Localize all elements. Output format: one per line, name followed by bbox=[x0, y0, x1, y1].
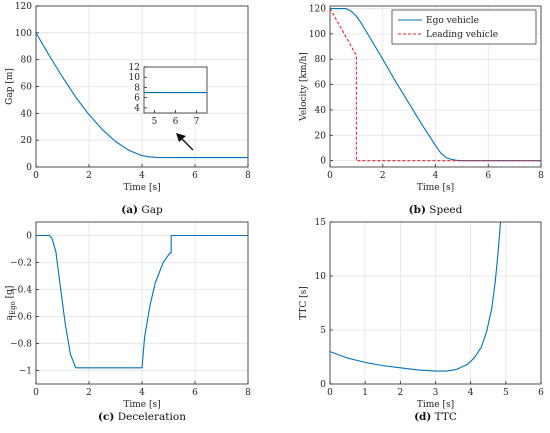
chart-deceleration-tick-label-y: −0.4 bbox=[10, 286, 32, 296]
chart-ttc-tick-label-x: 5 bbox=[503, 388, 509, 398]
chart-deceleration-group: 0 2 4 6 8 0 −0.2 −0.4 −0.6 −0.8 −1 Time [s] aEgo [g]… bbox=[5, 221, 251, 423]
chart-speed-caption-text: Speed bbox=[426, 204, 463, 216]
chart-speed-tick-label-y: 0 bbox=[320, 157, 326, 167]
chart-speed-series-line-leading-vehicle bbox=[330, 8, 541, 162]
chart-ttc-tick-label-x: 2 bbox=[397, 388, 403, 398]
chart-gap-caption-text: Gap bbox=[138, 204, 163, 216]
chart-gap-inset-tick-label-x: 7 bbox=[194, 117, 200, 127]
chart-ttc-tick-label-x: 0 bbox=[327, 388, 333, 398]
chart-gap-ylabel: Gap [m] bbox=[5, 68, 15, 105]
chart-speed-legend-label: Leading vehicle bbox=[426, 30, 498, 40]
chart-gap-arrow-head bbox=[176, 133, 186, 142]
chart-ttc-tick-label-x: 6 bbox=[538, 388, 544, 398]
chart-gap-tick-label-y: 100 bbox=[15, 29, 32, 39]
chart-deceleration-ylabel: aEgo [g] bbox=[5, 286, 17, 321]
chart-gap-inset-tick-label-y: 12 bbox=[129, 63, 140, 73]
chart-deceleration-ylabel-sub: Ego bbox=[9, 301, 17, 315]
chart-deceleration-tick-label-y: 0 bbox=[26, 232, 32, 242]
chart-deceleration-xlabel: Time [s] bbox=[123, 400, 160, 410]
chart-ttc-xlabel: Time [s] bbox=[417, 400, 454, 410]
chart-ttc-ylabel: TTC [s] bbox=[299, 286, 309, 320]
chart-gap-inset-tick-label-y: 10 bbox=[129, 73, 141, 83]
chart-speed-tick-label-x: 2 bbox=[380, 171, 386, 181]
chart-ttc-tick-label-x: 3 bbox=[433, 388, 439, 398]
chart-deceleration-tick-label-x: 6 bbox=[192, 388, 198, 398]
chart-gap-inset-arrow bbox=[176, 133, 194, 151]
chart-speed-tick-label-y: 120 bbox=[309, 5, 326, 15]
chart-ttc-tick-label-x: 1 bbox=[362, 388, 368, 398]
chart-gap-tick-label-y: 80 bbox=[21, 56, 33, 66]
chart-speed-tick-label-x: 6 bbox=[485, 171, 491, 181]
chart-ttc-tick-label-y: 0 bbox=[320, 380, 326, 390]
chart-speed-tick-label-x: 8 bbox=[538, 171, 544, 181]
chart-speed-tick-label-y: 60 bbox=[315, 81, 327, 91]
chart-deceleration-series-line-0 bbox=[36, 234, 248, 369]
chart-deceleration-caption: (c) Deceleration bbox=[98, 411, 186, 423]
chart-speed-tick-label-x: 0 bbox=[327, 171, 333, 181]
chart-gap-tick-label-y: 60 bbox=[21, 83, 33, 93]
chart-speed-ylabel: Velocity [km/h] bbox=[299, 52, 309, 122]
chart-gap-arrow-shaft bbox=[180, 137, 194, 151]
chart-ttc-caption-text: TTC bbox=[431, 411, 457, 423]
chart-gap-inset-tick-label-x: 6 bbox=[173, 117, 179, 127]
chart-gap-tick-label-y: 120 bbox=[15, 2, 32, 12]
chart-speed-tick-label-y: 100 bbox=[309, 30, 326, 40]
chart-ttc-caption-letter: (d) bbox=[414, 411, 431, 423]
chart-ttc-caption: (d) TTC bbox=[414, 411, 457, 423]
chart-ttc-tick-label-y: 10 bbox=[315, 272, 327, 282]
chart-deceleration-tick-label-y: −0.8 bbox=[10, 340, 32, 350]
chart-speed-tick-label-y: 80 bbox=[315, 55, 327, 65]
chart-ttc-tick-label-y: 15 bbox=[315, 218, 327, 228]
chart-speed-tick-label-y: 40 bbox=[315, 106, 327, 116]
chart-gap-tick-label-x: 2 bbox=[86, 171, 92, 181]
chart-deceleration-tick-label-x: 2 bbox=[86, 388, 92, 398]
chart-speed-series-line-ego-vehicle bbox=[330, 7, 541, 162]
chart-gap-tick-label-x: 4 bbox=[139, 171, 145, 181]
chart-ttc-group: 0 1 2 3 4 5 6 0 5 10 15 Time [s] TTC [s] (d) TTC bbox=[299, 218, 544, 423]
chart-deceleration-tick-label-y: −1 bbox=[19, 367, 32, 377]
chart-ttc-tick-label-y: 5 bbox=[320, 326, 326, 336]
chart-gap-tick-label-x: 8 bbox=[245, 171, 251, 181]
chart-gap-caption: (a) Gap bbox=[121, 204, 163, 216]
chart-gap-tick-label-y: 0 bbox=[26, 163, 32, 173]
chart-deceleration-tick-label-y: −0.6 bbox=[10, 313, 32, 323]
chart-deceleration-caption-letter: (c) bbox=[98, 411, 114, 423]
chart-ttc-tick-label-x: 4 bbox=[468, 388, 474, 398]
chart-gap-inset-plot-area bbox=[144, 67, 207, 113]
chart-deceleration-tick-label-y: −0.2 bbox=[10, 259, 32, 269]
chart-gap-series-line-0 bbox=[36, 32, 248, 159]
chart-deceleration-ylabel-main: a bbox=[5, 314, 15, 320]
chart-gap-inset-tick-label-y: 8 bbox=[134, 83, 140, 93]
chart-speed-legend: Ego vehicle Leading vehicle bbox=[391, 9, 537, 45]
chart-deceleration-tick-label-x: 0 bbox=[33, 388, 39, 398]
chart-ttc-series-line-0 bbox=[330, 222, 502, 372]
chart-gap-tick-label-x: 0 bbox=[33, 171, 39, 181]
chart-gap-inset-tick-label-x: 5 bbox=[152, 117, 158, 127]
chart-gap-inset-tick-label-y: 6 bbox=[134, 94, 140, 104]
chart-gap-caption-letter: (a) bbox=[121, 204, 138, 216]
chart-gap-tick-label-y: 40 bbox=[21, 109, 33, 119]
chart-speed-tick-label-x: 4 bbox=[433, 171, 439, 181]
chart-speed-legend-box bbox=[391, 9, 537, 45]
chart-deceleration-ylabel-unit: [g] bbox=[5, 286, 15, 302]
chart-speed-caption: (b) Speed bbox=[409, 204, 463, 216]
chart-speed-xlabel: Time [s] bbox=[417, 183, 454, 193]
chart-gap-xlabel: Time [s] bbox=[123, 183, 160, 193]
chart-deceleration-caption-text: Deceleration bbox=[114, 411, 186, 423]
chart-gap-inset-tick-label-y: 4 bbox=[134, 104, 140, 114]
chart-speed-legend-label: Ego vehicle bbox=[426, 16, 479, 26]
chart-deceleration-tick-label-x: 8 bbox=[245, 388, 251, 398]
chart-gap-tick-label-y: 20 bbox=[21, 136, 33, 146]
chart-speed-caption-letter: (b) bbox=[409, 204, 426, 216]
chart-deceleration-tick-label-x: 4 bbox=[139, 388, 145, 398]
chart-gap-tick-label-x: 6 bbox=[192, 171, 198, 181]
chart-speed-tick-label-y: 20 bbox=[315, 131, 327, 141]
